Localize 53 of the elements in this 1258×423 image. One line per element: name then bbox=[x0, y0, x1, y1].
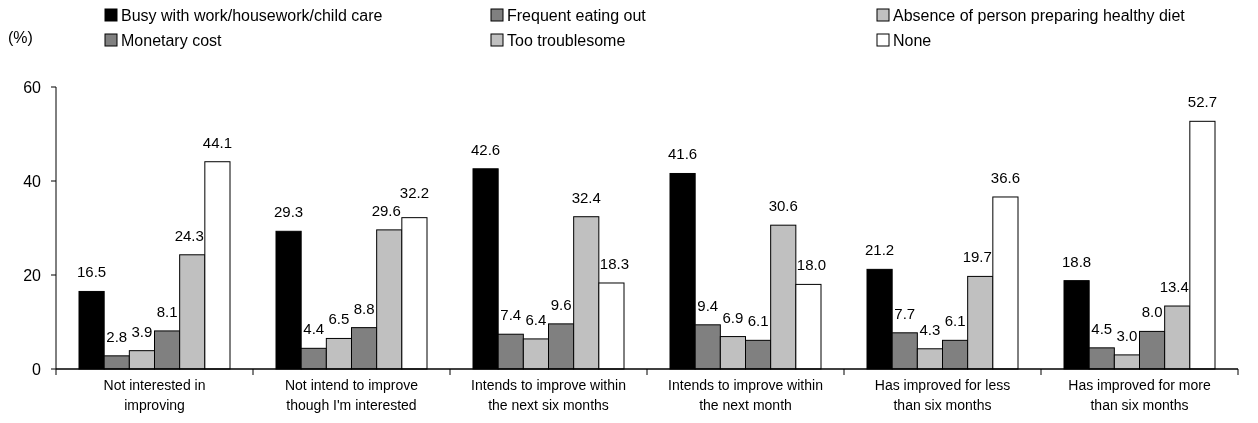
x-tick-label: Not interested in improving bbox=[103, 377, 206, 413]
data-label: 24.3 bbox=[174, 226, 204, 244]
x-tick-label: Not intend to improve though I'm interested bbox=[284, 377, 419, 413]
data-label: 6.9 bbox=[722, 308, 744, 326]
data-label: 44.1 bbox=[202, 133, 233, 151]
data-label: 6.4 bbox=[525, 310, 547, 328]
data-label: 4.5 bbox=[1091, 319, 1113, 337]
data-label: 16.5 bbox=[76, 263, 107, 281]
legend-label: Monetary cost bbox=[121, 31, 223, 49]
legend-label: Absence of person preparing healthy diet bbox=[893, 6, 1186, 24]
data-label: 18.0 bbox=[796, 256, 827, 274]
legend-label: Busy with work/housework/child care bbox=[121, 6, 383, 24]
data-label: 4.4 bbox=[303, 320, 325, 338]
data-label: 29.6 bbox=[371, 201, 401, 219]
data-label: 41.6 bbox=[667, 145, 698, 163]
data-label: 18.3 bbox=[599, 254, 630, 272]
data-label: 13.4 bbox=[1159, 278, 1189, 296]
data-label: 7.4 bbox=[500, 306, 522, 324]
data-label: 2.8 bbox=[106, 327, 128, 345]
data-label: 6.5 bbox=[328, 310, 350, 328]
data-label: 7.7 bbox=[894, 304, 916, 322]
legend-label: Frequent eating out bbox=[507, 6, 647, 24]
data-label: 8.8 bbox=[353, 299, 375, 317]
data-label: 8.1 bbox=[156, 302, 178, 320]
x-tick-label: Intends to improve within the next six months bbox=[471, 377, 626, 413]
data-label: 18.8 bbox=[1061, 252, 1092, 270]
y-tick-label: 60 bbox=[23, 78, 42, 96]
x-tick-label: Has improved for less than six months bbox=[874, 377, 1011, 413]
data-label: 4.3 bbox=[919, 320, 941, 338]
x-tick-label: Intends to improve within the next month bbox=[668, 377, 823, 413]
data-label: 21.2 bbox=[864, 241, 895, 259]
y-tick-label: 0 bbox=[32, 360, 42, 378]
data-label: 32.4 bbox=[571, 188, 601, 206]
data-label: 30.6 bbox=[768, 197, 798, 215]
y-axis-title: (%) bbox=[8, 29, 33, 46]
data-label: 19.7 bbox=[962, 248, 992, 266]
data-label: 42.6 bbox=[470, 140, 501, 158]
data-label: 3.9 bbox=[131, 322, 153, 340]
x-tick-label: Has improved for more than six months bbox=[1068, 377, 1211, 413]
y-tick-label: 40 bbox=[23, 172, 42, 190]
data-label: 9.4 bbox=[697, 296, 719, 314]
data-label: 52.7 bbox=[1187, 93, 1218, 111]
y-tick-label: 20 bbox=[23, 266, 42, 284]
data-label: 32.2 bbox=[399, 183, 430, 201]
legend-label: Too troublesome bbox=[507, 31, 626, 49]
data-label: 6.1 bbox=[747, 312, 769, 330]
legend-label: None bbox=[893, 31, 932, 49]
data-label: 9.6 bbox=[550, 295, 572, 313]
data-label: 29.3 bbox=[273, 203, 304, 221]
data-label: 3.0 bbox=[1116, 326, 1138, 344]
data-label: 6.1 bbox=[944, 312, 966, 330]
data-label: 8.0 bbox=[1141, 303, 1163, 321]
data-label: 36.6 bbox=[990, 168, 1021, 186]
